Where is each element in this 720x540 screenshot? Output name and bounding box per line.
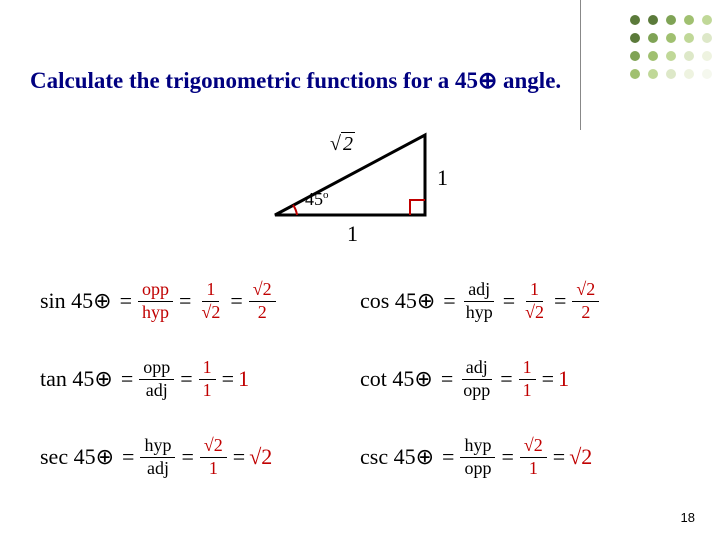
eq-row-3: sec 45⊕ = hypadj = √21 = √2 csc 45⊕ = hy… — [0, 421, 720, 493]
fn-cot: cot 45⊕ — [360, 366, 433, 392]
fn-tan: tan 45⊕ — [40, 366, 113, 392]
csc-ratio: hypopp — [460, 435, 495, 479]
triangle-side-h: 1 — [347, 221, 358, 247]
sec-result: √2 — [249, 444, 272, 470]
fn-sec: sec 45⊕ — [40, 444, 114, 470]
cot-ratio: adjopp — [459, 357, 494, 401]
cot-result: 1 — [558, 366, 569, 392]
fn-sin: sin 45⊕ — [40, 288, 112, 314]
fn-cos: cos 45⊕ — [360, 288, 435, 314]
eq-row-1: sin 45⊕ = opphyp = 1√2 = √22 cos 45⊕ = a… — [0, 265, 720, 337]
divider — [580, 0, 581, 130]
triangle-diagram: √2 1 1 45o — [255, 115, 445, 235]
tan-result: 1 — [238, 366, 249, 392]
csc-result: √2 — [569, 444, 592, 470]
equations-area: sin 45⊕ = opphyp = 1√2 = √22 cos 45⊕ = a… — [0, 265, 720, 499]
page-number: 18 — [681, 510, 695, 525]
corner-dots — [630, 15, 712, 87]
cos-ratio: adjhyp — [462, 279, 497, 323]
sec-ratio: hypadj — [140, 435, 175, 479]
sin-ratio: opphyp — [138, 279, 173, 323]
triangle-angle: 45o — [305, 189, 329, 210]
fn-csc: csc 45⊕ — [360, 444, 434, 470]
tan-ratio: oppadj — [139, 357, 174, 401]
page-title: Calculate the trigonometric functions fo… — [30, 68, 561, 94]
eq-row-2: tan 45⊕ = oppadj = 11 = 1 cot 45⊕ = adjo… — [0, 343, 720, 415]
triangle-side-v: 1 — [437, 165, 448, 191]
